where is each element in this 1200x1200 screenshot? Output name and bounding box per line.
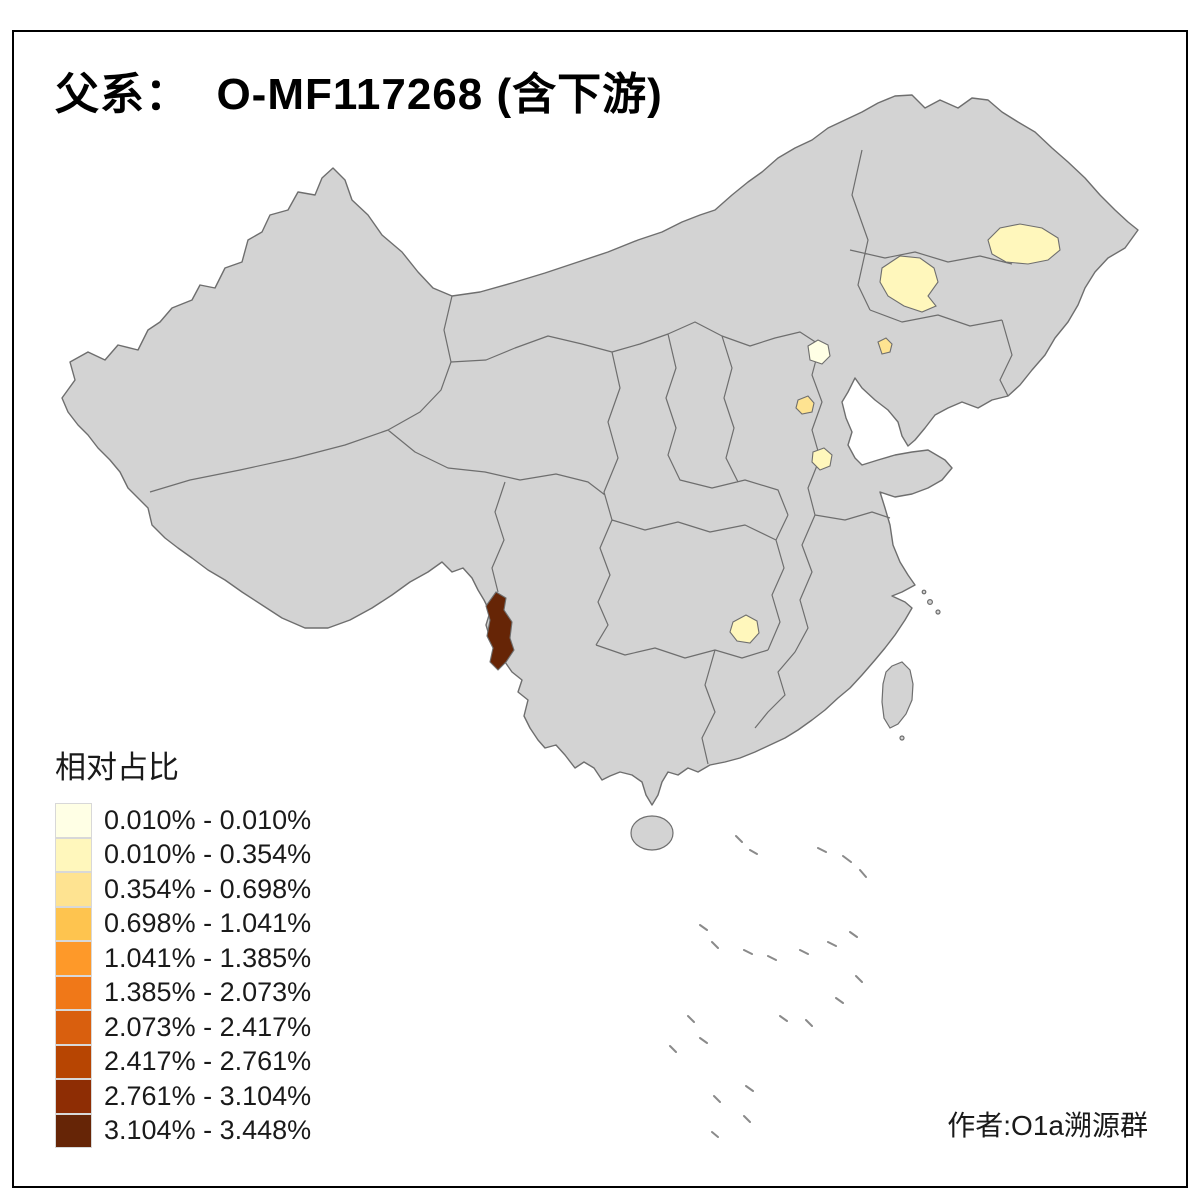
- taiwan-island: [881, 661, 914, 729]
- islands: [630, 589, 941, 851]
- legend-bin-label: 0.010% - 0.010%: [104, 804, 312, 835]
- legend-bin-row: 0.698% - 1.041%: [55, 906, 312, 941]
- legend-swatch: [55, 1044, 92, 1079]
- legend-bin-label: 0.010% - 0.354%: [104, 839, 312, 870]
- coastal-islet: [921, 589, 927, 595]
- map-title: 父系： O-MF117268 (含下游): [55, 70, 663, 119]
- legend-bin-label: 1.385% - 2.073%: [104, 977, 312, 1008]
- region-inner-mongolia-east: [879, 255, 939, 313]
- highlighted-regions: [485, 223, 1061, 671]
- legend-bin-label: 3.104% - 3.448%: [104, 1115, 312, 1146]
- author-credit: 作者:O1a溯源群: [947, 1110, 1148, 1141]
- legend-bin-row: 0.010% - 0.010%: [55, 803, 311, 838]
- legend-bin-row: 1.041% - 1.385%: [55, 941, 311, 976]
- legend-swatch: [55, 872, 92, 907]
- legend-title: 相对占比: [55, 750, 179, 785]
- region-liaoning: [877, 337, 893, 355]
- hainan-island: [630, 815, 674, 851]
- legend-bins: 0.010% - 0.010% 0.010% - 0.354% 0.354% - 0…: [55, 803, 311, 1148]
- region-guizhou: [729, 614, 760, 644]
- coastal-islet: [926, 598, 933, 605]
- mainland-outline: [61, 94, 1139, 806]
- legend-bin-label: 0.698% - 1.041%: [104, 908, 312, 939]
- south-china-sea-marks: [669, 835, 867, 1138]
- legend-bin-label: 0.354% - 0.698%: [104, 873, 312, 904]
- legend-swatch: [55, 1113, 92, 1148]
- region-yunnan-west: [485, 591, 515, 671]
- coastal-islet: [899, 735, 905, 741]
- coastal-islet: [935, 609, 941, 615]
- legend-bin-row: 1.385% - 2.073%: [55, 975, 312, 1010]
- region-shandong-west: [811, 447, 833, 471]
- legend-bin-label: 2.417% - 2.761%: [104, 1046, 312, 1077]
- province-borders: [149, 149, 1013, 765]
- legend-swatch: [55, 1079, 92, 1114]
- legend-swatch: [55, 803, 92, 838]
- legend-swatch: [55, 837, 92, 872]
- legend-bin-label: 2.073% - 2.417%: [104, 1011, 312, 1042]
- legend-bin-row: 0.010% - 0.354%: [55, 837, 312, 872]
- legend: 相对占比 0.010% - 0.010% 0.010% - 0.354% 0.354…: [55, 742, 311, 1148]
- region-heilongjiang: [987, 223, 1061, 265]
- legend-swatch: [55, 941, 92, 976]
- legend-swatch: [55, 906, 92, 941]
- legend-bin-row: 2.761% - 3.104%: [55, 1079, 311, 1114]
- legend-bin-row: 0.354% - 0.698%: [55, 872, 311, 907]
- legend-swatch: [55, 975, 92, 1010]
- legend-bin-row: 2.073% - 2.417%: [55, 1010, 311, 1045]
- legend-bin-row: 2.417% - 2.761%: [55, 1044, 312, 1079]
- legend-bin-row: 3.104% - 3.448%: [55, 1113, 312, 1148]
- legend-bin-label: 2.761% - 3.104%: [104, 1080, 312, 1111]
- legend-swatch: [55, 1010, 92, 1045]
- legend-bin-label: 1.041% - 1.385%: [104, 942, 312, 973]
- region-beijing: [807, 339, 831, 365]
- region-hebei-south: [795, 395, 815, 415]
